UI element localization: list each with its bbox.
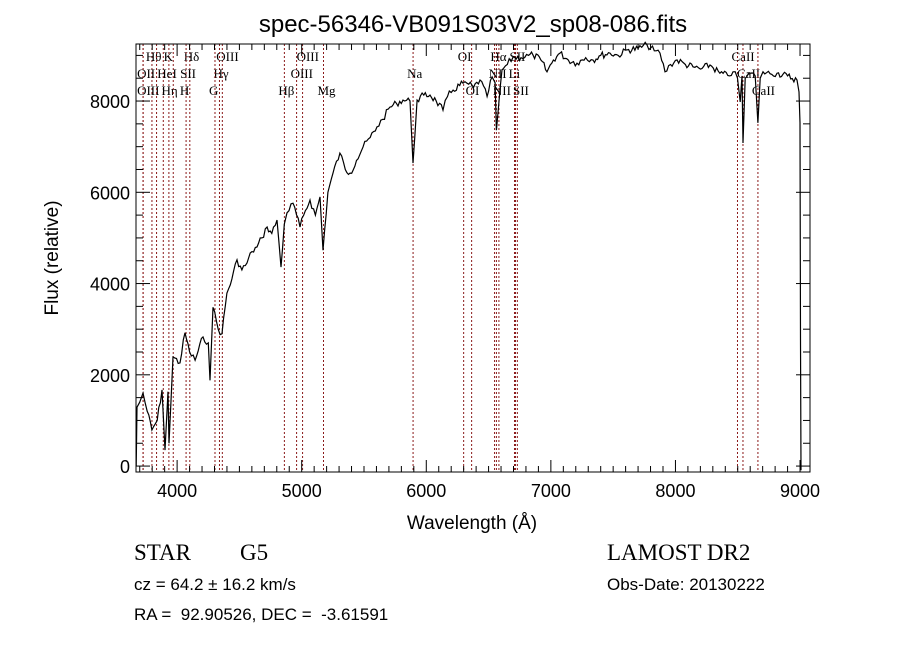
line-marker-label: OI <box>466 83 480 98</box>
series-group <box>135 41 802 471</box>
line-marker-label: Hγ <box>214 66 229 81</box>
obs-date-text: Obs-Date: 20130222 <box>607 575 765 594</box>
line-marker-label: Mg <box>318 83 337 98</box>
x-axis-label: Wavelength (Å) <box>407 513 537 534</box>
line-marker-label: Li <box>509 66 521 81</box>
spectrum-line <box>135 41 802 471</box>
subclass: G5 <box>240 540 268 565</box>
line-marker-label: G <box>209 83 218 98</box>
y-axis-label: Flux (relative) <box>42 200 63 315</box>
line-marker-label: Hβ <box>278 83 294 98</box>
line-marker-label: HeI <box>157 66 177 81</box>
survey-label: LAMOST DR2 <box>607 540 750 565</box>
y-tick-label: 6000 <box>90 183 130 203</box>
y-tick-label: 0 <box>120 457 130 477</box>
y-tick-label: 4000 <box>90 275 130 295</box>
x-tick-label: 9000 <box>780 481 820 501</box>
object-class: STAR <box>134 540 192 565</box>
redshift-text: cz = 64.2 ± 16.2 km/s <box>134 575 296 594</box>
line-marker-label: OIII <box>291 66 313 81</box>
line-marker-label: Hη <box>162 83 178 98</box>
line-marker-label: CaII <box>752 83 775 98</box>
x-tick-label: 7000 <box>531 481 571 501</box>
axes: 4000 5000 6000 7000 8000 9000 0 2000 4000 6000 800… <box>90 43 820 501</box>
line-marker-label: Hδ <box>184 49 200 64</box>
coordinates-text: RA = 92.90526, DEC = -3.61591 <box>134 605 388 624</box>
line-marker-label: SII <box>513 83 529 98</box>
x-tick-label: 8000 <box>655 481 695 501</box>
line-marker-label: OIII <box>216 49 238 64</box>
line-marker-label: OI <box>458 49 472 64</box>
plot-frame <box>135 43 811 473</box>
line-marker-label: Na <box>407 66 422 81</box>
line-marker-label: SII <box>180 66 196 81</box>
y-tick-label: 2000 <box>90 366 130 386</box>
y-tick-label: 8000 <box>90 92 130 112</box>
line-marker-label: OIII <box>137 83 159 98</box>
x-tick-label: 6000 <box>406 481 446 501</box>
x-tick-label: 4000 <box>157 481 197 501</box>
line-marker-label: NII <box>493 83 511 98</box>
line-marker-label: OIII <box>297 49 319 64</box>
x-tick-label: 5000 <box>282 481 322 501</box>
line-marker-label: H <box>180 83 189 98</box>
line-marker-label: K <box>164 49 174 64</box>
line-marker-label: Hθ <box>146 49 162 64</box>
chart-title: spec-56346-VB091S03V2_sp08-086.fits <box>259 11 687 38</box>
line-marker-label: OII <box>137 66 155 81</box>
